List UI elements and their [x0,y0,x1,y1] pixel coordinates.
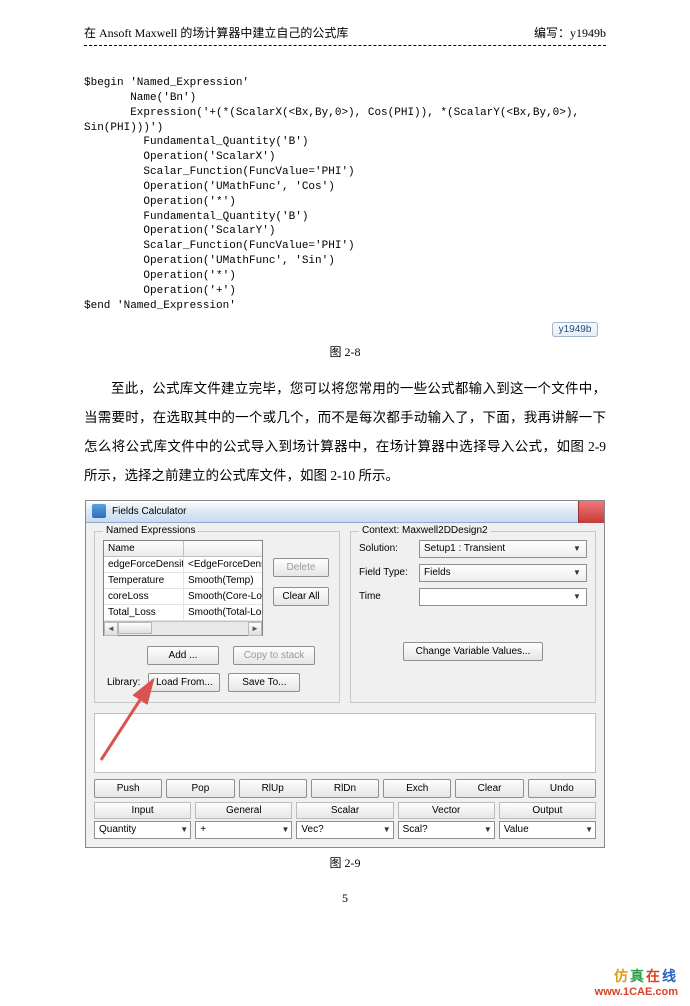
rldn-button[interactable]: RlDn [311,779,379,798]
scalar-select[interactable]: Vec?▼ [296,821,393,839]
library-label: Library: [107,677,140,688]
field-type-select[interactable]: Fields ▼ [419,564,587,582]
header-separator [84,45,606,46]
chevron-down-icon: ▼ [484,825,492,834]
hdr-general: General [195,802,292,819]
category-dropdown-row: Quantity▼ +▼ Vec?▼ Scal?▼ Value▼ [94,821,596,839]
fields-calculator-dialog: Fields Calculator Named Expressions Name [85,500,605,848]
hdr-scalar: Scalar [296,802,393,819]
table-row[interactable]: Total_Loss Smooth(Total-Los [104,605,262,621]
copy-to-stack-button[interactable]: Copy to stack [233,646,315,665]
chevron-down-icon: ▼ [570,566,584,580]
rlup-button[interactable]: RlUp [239,779,307,798]
dialog-titlebar: Fields Calculator [86,501,604,523]
undo-button[interactable]: Undo [528,779,596,798]
chevron-down-icon: ▼ [180,825,188,834]
header-author: 编写：y1949b [534,24,606,41]
hdr-input: Input [94,802,191,819]
grid-header-blank [184,541,262,556]
push-button[interactable]: Push [94,779,162,798]
figure-2-9-caption: 图 2-9 [84,854,606,871]
chevron-down-icon: ▼ [383,825,391,834]
scroll-left-icon[interactable]: ◄ [104,622,118,636]
general-select[interactable]: +▼ [195,821,292,839]
pop-button[interactable]: Pop [166,779,234,798]
load-from-button[interactable]: Load From... [148,673,220,692]
expressions-grid[interactable]: Name edgeForceDensity <EdgeForceDensi Te… [103,540,263,636]
solution-select[interactable]: Setup1 : Transient ▼ [419,540,587,558]
stack-commands-row: Push Pop RlUp RlDn Exch Clear Undo [94,779,596,798]
body-paragraph: 至此，公式库文件建立完毕，您可以将您常用的一些公式都输入到这一个文件中，当需要时… [84,374,606,490]
code-block: $begin 'Named_Expression' Name('Bn') Exp… [84,76,606,314]
table-row[interactable]: coreLoss Smooth(Core-Loss [104,589,262,605]
dialog-title: Fields Calculator [112,506,186,517]
scroll-thumb[interactable] [118,622,152,634]
author-stamp: y1949b [552,322,598,337]
delete-button[interactable]: Delete [273,558,329,577]
grid-header-name: Name [104,541,184,556]
category-header-row: Input General Scalar Vector Output [94,802,596,819]
chevron-down-icon: ▼ [570,590,584,604]
time-select[interactable]: ▼ [419,588,587,606]
exch-button[interactable]: Exch [383,779,451,798]
clear-button[interactable]: Clear [455,779,523,798]
close-icon[interactable] [578,501,604,523]
hdr-output: Output [499,802,596,819]
chevron-down-icon: ▼ [281,825,289,834]
scroll-right-icon[interactable]: ► [248,622,262,636]
watermark-url: www.1CAE.com [595,986,678,998]
table-row[interactable]: edgeForceDensity <EdgeForceDensi [104,557,262,573]
vector-select[interactable]: Scal?▼ [398,821,495,839]
page-header: 在 Ansoft Maxwell 的场计算器中建立自己的公式库 编写：y1949… [84,24,606,45]
named-expressions-group: Named Expressions Name edgeForceDensity … [94,531,340,703]
named-expressions-label: Named Expressions [103,525,198,536]
watermark: 仿真在线 www.1CAE.com [595,966,678,998]
chevron-down-icon: ▼ [570,542,584,556]
page-number: 5 [84,891,606,906]
stack-area [94,713,596,773]
output-select[interactable]: Value▼ [499,821,596,839]
field-type-label: Field Type: [359,567,419,578]
chevron-down-icon: ▼ [585,825,593,834]
context-title: Context: Maxwell2DDesign2 [359,525,491,536]
grid-scrollbar[interactable]: ◄ ► [104,621,262,635]
add-button[interactable]: Add ... [147,646,219,665]
time-label: Time [359,591,419,602]
table-row[interactable]: Temperature Smooth(Temp) [104,573,262,589]
change-variable-values-button[interactable]: Change Variable Values... [403,642,543,661]
app-icon [92,504,106,518]
solution-label: Solution: [359,543,419,554]
header-title: 在 Ansoft Maxwell 的场计算器中建立自己的公式库 [84,24,348,41]
context-group: Context: Maxwell2DDesign2 Solution: Setu… [350,531,596,703]
clear-all-button[interactable]: Clear All [273,587,329,606]
save-to-button[interactable]: Save To... [228,673,300,692]
hdr-vector: Vector [398,802,495,819]
figure-2-8-caption: 图 2-8 [84,343,606,360]
quantity-select[interactable]: Quantity▼ [94,821,191,839]
